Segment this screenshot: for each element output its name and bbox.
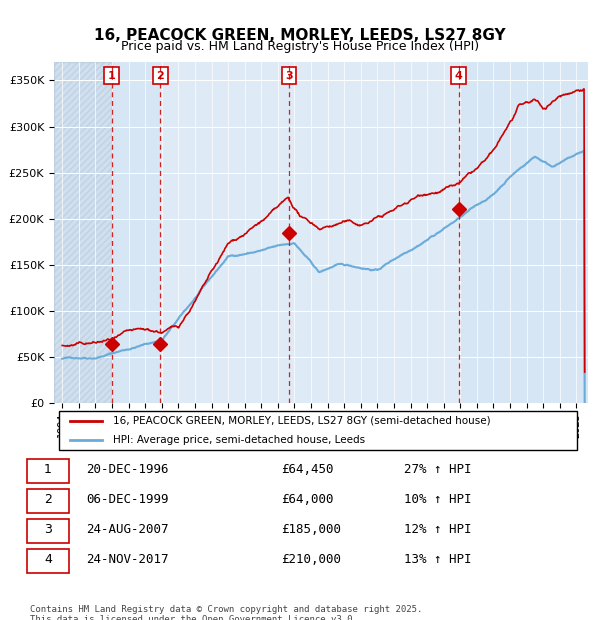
Text: Price paid vs. HM Land Registry's House Price Index (HPI): Price paid vs. HM Land Registry's House …	[121, 40, 479, 53]
Text: 16, PEACOCK GREEN, MORLEY, LEEDS, LS27 8GY (semi-detached house): 16, PEACOCK GREEN, MORLEY, LEEDS, LS27 8…	[113, 416, 490, 426]
Text: 24-AUG-2007: 24-AUG-2007	[86, 523, 168, 536]
Bar	[458, 62, 588, 403]
Text: 13% ↑ HPI: 13% ↑ HPI	[404, 553, 472, 566]
Bar	[54, 62, 112, 403]
Text: 2: 2	[157, 71, 164, 81]
FancyBboxPatch shape	[27, 519, 69, 543]
Text: 1: 1	[44, 463, 52, 476]
Bar	[112, 62, 160, 403]
Text: 4: 4	[44, 553, 52, 566]
Text: 2: 2	[44, 494, 52, 506]
Text: £210,000: £210,000	[281, 553, 341, 566]
Text: 1: 1	[107, 71, 115, 81]
Text: 20-DEC-1996: 20-DEC-1996	[86, 463, 168, 476]
Text: £64,000: £64,000	[281, 494, 334, 506]
Text: 10% ↑ HPI: 10% ↑ HPI	[404, 494, 472, 506]
Text: £185,000: £185,000	[281, 523, 341, 536]
Text: 4: 4	[455, 71, 463, 81]
Text: 24-NOV-2017: 24-NOV-2017	[86, 553, 168, 566]
Text: 06-DEC-1999: 06-DEC-1999	[86, 494, 168, 506]
Text: £64,450: £64,450	[281, 463, 334, 476]
Text: 3: 3	[44, 523, 52, 536]
FancyBboxPatch shape	[59, 412, 577, 450]
FancyBboxPatch shape	[27, 489, 69, 513]
Text: Contains HM Land Registry data © Crown copyright and database right 2025.
This d: Contains HM Land Registry data © Crown c…	[30, 604, 422, 620]
Bar	[54, 62, 112, 403]
Text: 3: 3	[285, 71, 292, 81]
Text: 27% ↑ HPI: 27% ↑ HPI	[404, 463, 472, 476]
Text: 12% ↑ HPI: 12% ↑ HPI	[404, 523, 472, 536]
FancyBboxPatch shape	[27, 459, 69, 484]
FancyBboxPatch shape	[27, 549, 69, 574]
Text: 16, PEACOCK GREEN, MORLEY, LEEDS, LS27 8GY: 16, PEACOCK GREEN, MORLEY, LEEDS, LS27 8…	[94, 28, 506, 43]
Text: HPI: Average price, semi-detached house, Leeds: HPI: Average price, semi-detached house,…	[113, 435, 365, 445]
